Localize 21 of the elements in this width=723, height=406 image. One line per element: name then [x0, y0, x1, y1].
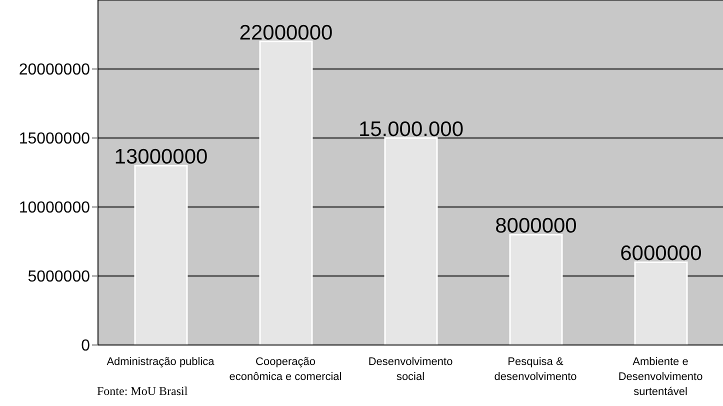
- data-label: 13000000: [114, 146, 208, 169]
- y-tick-label: 10000000: [18, 200, 90, 217]
- bar: [384, 137, 438, 345]
- x-tick-label: Pesquisa & desenvolvimento: [494, 356, 577, 383]
- bar: [634, 261, 688, 345]
- x-tick-label: Desenvolvimento social: [368, 356, 453, 383]
- x-tick-label: Administração publica: [106, 356, 216, 368]
- data-label: 15.000.000: [358, 118, 464, 141]
- y-tick-label: 20000000: [18, 62, 90, 79]
- data-label: 6000000: [620, 242, 702, 266]
- bar: [134, 164, 188, 345]
- bar: [509, 234, 563, 345]
- data-label: 8000000: [495, 214, 577, 238]
- y-tick-label: 15000000: [18, 130, 90, 148]
- x-tick-label: Cooperação econômica e comercial: [229, 356, 342, 383]
- bar: [259, 40, 313, 345]
- y-tick-label: 0: [81, 338, 90, 355]
- source-note: Fonte: MoU Brasil: [97, 384, 188, 399]
- data-label: 22000000: [239, 21, 333, 44]
- y-tick-label: 5000000: [28, 268, 90, 286]
- x-tick-label: Ambiente e Desenvolvimento surtentável: [618, 356, 703, 398]
